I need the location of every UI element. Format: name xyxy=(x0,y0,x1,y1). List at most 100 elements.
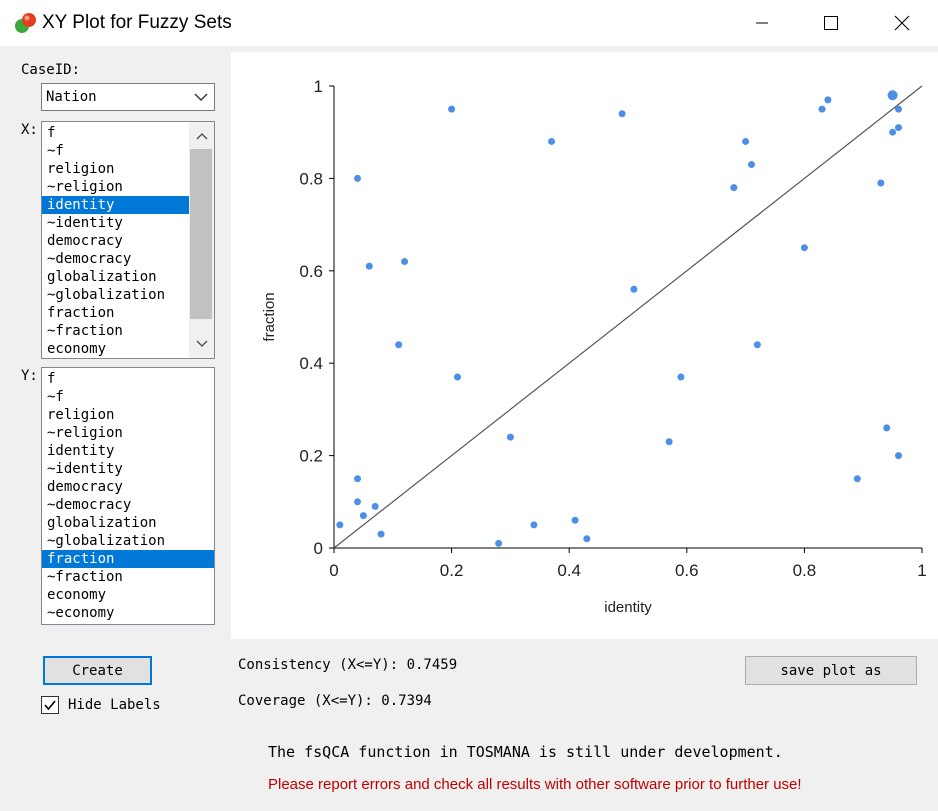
y-list-item[interactable]: identity xyxy=(47,443,115,459)
x-list-item[interactable]: fraction xyxy=(47,305,115,321)
data-point xyxy=(630,285,638,293)
data-point xyxy=(665,438,673,446)
y-list-item[interactable]: economy xyxy=(47,587,107,603)
data-point xyxy=(336,521,344,529)
data-point xyxy=(365,262,373,270)
minimize-button[interactable] xyxy=(739,0,785,46)
x-tick-label: 1 xyxy=(917,561,926,580)
scrollbar-thumb[interactable] xyxy=(190,149,212,319)
x-list-item[interactable]: ~democracy xyxy=(47,251,132,267)
data-point xyxy=(853,475,861,483)
warning-message: Please report errors and check all resul… xyxy=(268,776,802,793)
data-point xyxy=(495,539,503,547)
hide-labels-checkbox[interactable] xyxy=(41,696,59,714)
close-button[interactable] xyxy=(879,0,925,46)
data-point xyxy=(548,137,556,145)
data-point xyxy=(448,105,456,113)
y-list-item[interactable]: religion xyxy=(47,407,115,423)
data-point xyxy=(800,244,808,252)
x-list-item[interactable]: ~religion xyxy=(47,179,123,195)
y-variable-list[interactable]: f ~f religion ~religion identity ~identity dem… xyxy=(41,367,215,625)
y-list-item[interactable]: democracy xyxy=(47,479,123,495)
scroll-up-button[interactable] xyxy=(189,124,214,148)
data-point xyxy=(889,128,897,136)
x-variable-list[interactable]: f ~f religion ~religion identity ~identity dem… xyxy=(41,121,215,359)
data-point xyxy=(824,96,832,104)
maximize-button[interactable] xyxy=(808,0,854,46)
plot-area: 0 0 0.2 0.2 0.4 0.4 0.6 0.6 0.8 0.8 1 1 identity frac… xyxy=(231,52,938,639)
x-tick-label: 0.2 xyxy=(440,561,464,580)
data-point xyxy=(883,424,891,432)
x-list-item[interactable]: ~identity xyxy=(47,215,123,231)
save-plot-button[interactable]: save plot as xyxy=(745,656,917,685)
title-bar: XY Plot for Fuzzy Sets xyxy=(0,0,938,46)
data-point xyxy=(894,124,902,132)
data-point xyxy=(354,475,362,483)
y-tick-label: 0 xyxy=(314,539,323,558)
y-list-item[interactable]: ~democracy xyxy=(47,497,132,513)
checkmark-icon xyxy=(44,700,56,711)
y-list-item[interactable]: fraction xyxy=(42,550,214,568)
data-point xyxy=(742,137,750,145)
caseid-value: Nation xyxy=(46,89,97,105)
maximize-icon xyxy=(824,16,838,30)
data-point xyxy=(530,521,538,529)
y-list-item[interactable]: globalization xyxy=(47,515,157,531)
y-list-item[interactable]: f xyxy=(47,371,56,387)
x-list-item[interactable]: globalization xyxy=(47,269,157,285)
data-point xyxy=(453,373,461,381)
data-point xyxy=(395,341,403,349)
x-tick-label: 0.4 xyxy=(557,561,581,580)
y-list-item[interactable]: ~fraction xyxy=(47,569,123,585)
data-point xyxy=(401,258,409,266)
window-title: XY Plot for Fuzzy Sets xyxy=(42,12,232,33)
y-list-label: Y: xyxy=(21,368,38,384)
data-point xyxy=(887,90,898,101)
data-point xyxy=(877,179,885,187)
data-point xyxy=(359,512,367,520)
caseid-label: CaseID: xyxy=(21,62,81,78)
diagonal-line xyxy=(333,85,923,549)
chevron-down-icon xyxy=(195,340,208,348)
y-axis-label: fraction xyxy=(261,292,278,341)
data-point xyxy=(818,105,826,113)
close-icon xyxy=(894,15,910,31)
x-list-item[interactable]: identity xyxy=(42,196,190,214)
y-list-item[interactable]: ~identity xyxy=(47,461,123,477)
data-point xyxy=(747,161,755,169)
x-list-item[interactable]: democracy xyxy=(47,233,123,249)
scroll-down-button[interactable] xyxy=(189,332,214,356)
x-axis-label: identity xyxy=(604,599,652,616)
x-list-item[interactable]: ~f xyxy=(47,143,64,159)
consistency-text: Consistency (X<=Y): 0.7459 xyxy=(238,657,458,673)
data-point xyxy=(730,184,738,192)
x-list-item[interactable]: ~globalization xyxy=(47,287,166,303)
data-point xyxy=(583,535,591,543)
data-point xyxy=(753,341,761,349)
y-list-item[interactable]: ~f xyxy=(47,389,64,405)
x-list-scrollbar[interactable] xyxy=(189,122,214,358)
y-tick-label: 0.6 xyxy=(299,262,323,281)
x-list-label: X: xyxy=(21,122,38,138)
x-list-item[interactable]: f xyxy=(47,125,56,141)
coverage-text: Coverage (X<=Y): 0.7394 xyxy=(238,693,432,709)
y-tick-label: 0.2 xyxy=(299,447,323,466)
y-list-item[interactable]: ~globalization xyxy=(47,533,166,549)
data-point xyxy=(371,502,379,510)
y-list-item[interactable]: ~religion xyxy=(47,425,123,441)
development-note: The fsQCA function in TOSMANA is still u… xyxy=(268,743,783,761)
x-tick-label: 0.8 xyxy=(793,561,817,580)
data-point xyxy=(571,516,579,524)
data-point xyxy=(894,105,902,113)
chevron-up-icon xyxy=(195,132,208,140)
caseid-select[interactable]: Nation xyxy=(41,83,215,111)
data-point xyxy=(354,174,362,182)
x-list-item[interactable]: religion xyxy=(47,161,115,177)
y-tick-label: 1 xyxy=(314,77,323,96)
chevron-down-icon xyxy=(194,93,208,101)
x-list-item[interactable]: economy xyxy=(47,341,107,357)
create-button[interactable]: Create xyxy=(43,656,152,685)
x-tick-label: 0.6 xyxy=(675,561,699,580)
x-list-item[interactable]: ~fraction xyxy=(47,323,123,339)
y-list-item[interactable]: ~economy xyxy=(47,605,115,621)
